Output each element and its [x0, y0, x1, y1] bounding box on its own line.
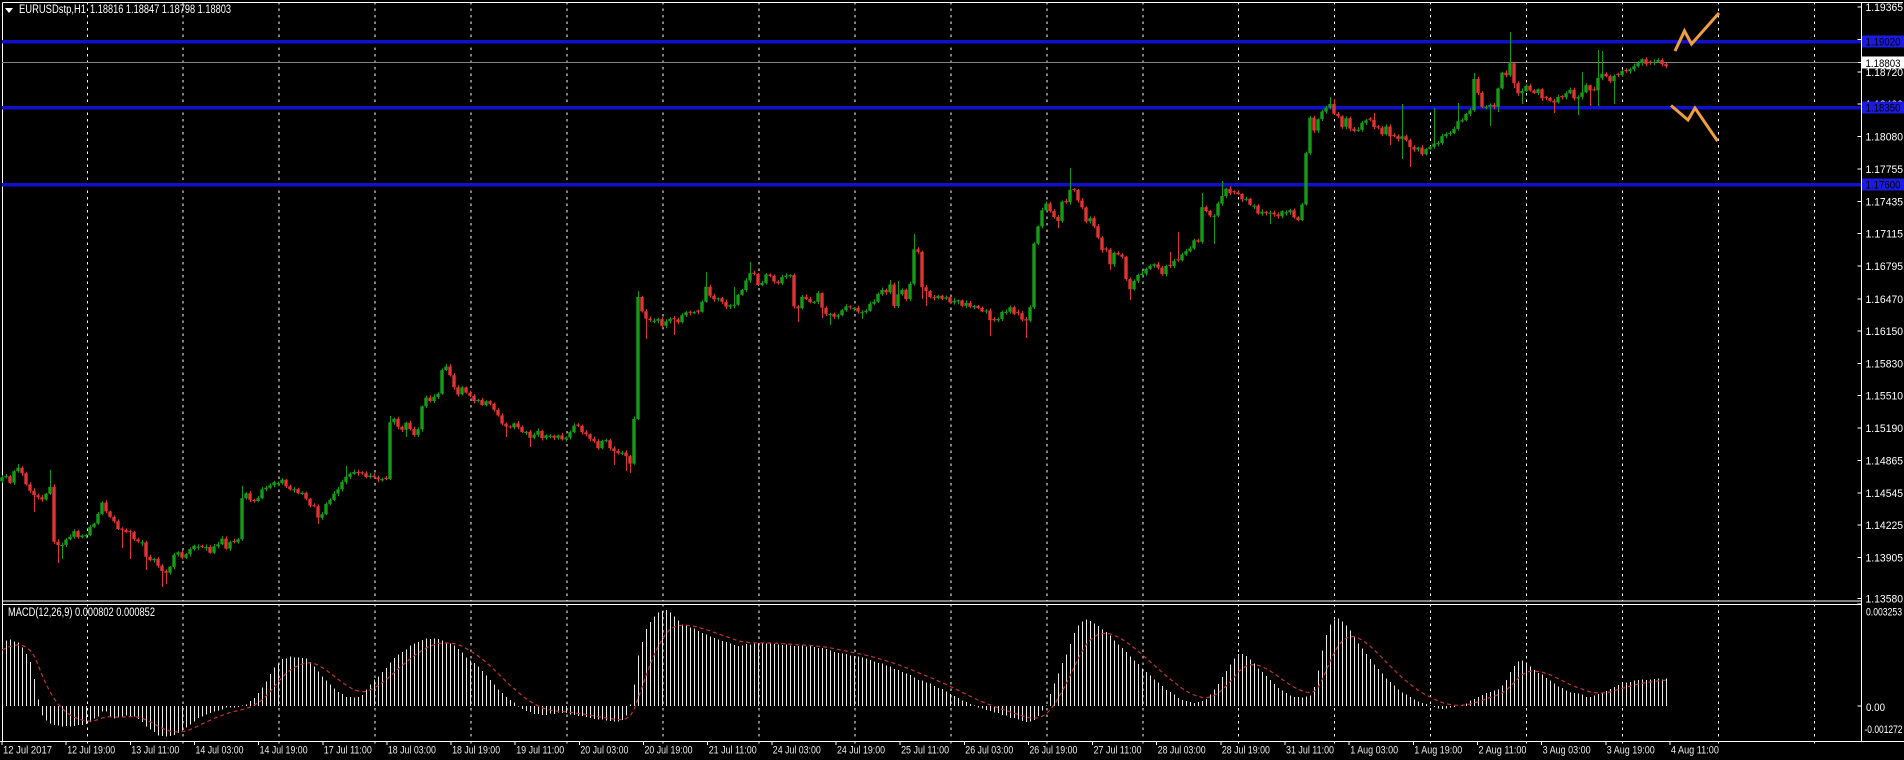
svg-text:14 Jul 03:00: 14 Jul 03:00 — [196, 745, 244, 757]
svg-text:28 Jul 19:00: 28 Jul 19:00 — [1222, 745, 1270, 757]
svg-text:1.14225: 1.14225 — [1866, 520, 1904, 532]
svg-text:1.18816 1.18847 1.18798 1.1880: 1.18816 1.18847 1.18798 1.18803 — [90, 4, 231, 16]
svg-text:13 Jul 11:00: 13 Jul 11:00 — [131, 745, 179, 757]
svg-text:1.15830: 1.15830 — [1866, 358, 1904, 370]
svg-text:1.13905: 1.13905 — [1866, 552, 1904, 564]
svg-text:2 Aug 11:00: 2 Aug 11:00 — [1479, 745, 1527, 757]
svg-text:MACD(12,26,9) 0.000802 0.00085: MACD(12,26,9) 0.000802 0.000852 — [8, 607, 155, 619]
svg-text:1.15510: 1.15510 — [1866, 391, 1904, 403]
svg-text:1.14865: 1.14865 — [1866, 456, 1904, 468]
svg-text:1.17600: 1.17600 — [1866, 180, 1901, 192]
svg-text:1.18803: 1.18803 — [1866, 58, 1901, 70]
svg-text:1.15190: 1.15190 — [1866, 423, 1904, 435]
svg-text:14 Jul 19:00: 14 Jul 19:00 — [260, 745, 308, 757]
svg-text:31 Jul 11:00: 31 Jul 11:00 — [1286, 745, 1334, 757]
svg-text:28 Jul 03:00: 28 Jul 03:00 — [1158, 745, 1206, 757]
svg-text:20 Jul 19:00: 20 Jul 19:00 — [645, 745, 693, 757]
svg-text:24 Jul 03:00: 24 Jul 03:00 — [773, 745, 821, 757]
svg-text:1.18350: 1.18350 — [1866, 103, 1901, 115]
svg-text:1.16795: 1.16795 — [1866, 261, 1904, 273]
svg-text:1.17115: 1.17115 — [1866, 229, 1904, 241]
svg-text:1.13580: 1.13580 — [1866, 594, 1904, 606]
svg-text:24 Jul 19:00: 24 Jul 19:00 — [837, 745, 885, 757]
svg-text:1.17435: 1.17435 — [1866, 197, 1904, 209]
svg-text:1.18080: 1.18080 — [1866, 131, 1904, 143]
svg-text:26 Jul 19:00: 26 Jul 19:00 — [1029, 745, 1077, 757]
svg-text:1.18720: 1.18720 — [1866, 67, 1904, 79]
svg-text:18 Jul 19:00: 18 Jul 19:00 — [452, 745, 500, 757]
svg-text:12 Jul 19:00: 12 Jul 19:00 — [67, 745, 115, 757]
svg-text:18 Jul 03:00: 18 Jul 03:00 — [388, 745, 436, 757]
svg-text:1.16150: 1.16150 — [1866, 326, 1904, 338]
svg-text:1.19020: 1.19020 — [1866, 37, 1901, 49]
svg-text:1.16470: 1.16470 — [1866, 294, 1904, 306]
svg-text:EURUSDstp,H1: EURUSDstp,H1 — [19, 4, 86, 16]
svg-text:1.17755: 1.17755 — [1866, 164, 1904, 176]
svg-text:0.003253: 0.003253 — [1866, 607, 1902, 619]
svg-text:-0.001272: -0.001272 — [1865, 724, 1903, 736]
svg-text:20 Jul 03:00: 20 Jul 03:00 — [580, 745, 628, 757]
svg-text:26 Jul 03:00: 26 Jul 03:00 — [965, 745, 1013, 757]
svg-text:3 Aug 03:00: 3 Aug 03:00 — [1543, 745, 1591, 757]
svg-text:19 Jul 11:00: 19 Jul 11:00 — [516, 745, 564, 757]
svg-text:1.19365: 1.19365 — [1866, 2, 1904, 14]
svg-text:25 Jul 11:00: 25 Jul 11:00 — [901, 745, 949, 757]
svg-text:1 Aug 03:00: 1 Aug 03:00 — [1350, 745, 1398, 757]
svg-text:27 Jul 11:00: 27 Jul 11:00 — [1094, 745, 1142, 757]
svg-text:21 Jul 11:00: 21 Jul 11:00 — [709, 745, 757, 757]
svg-text:1 Aug 19:00: 1 Aug 19:00 — [1414, 745, 1462, 757]
svg-text:3 Aug 19:00: 3 Aug 19:00 — [1607, 745, 1655, 757]
svg-text:4 Aug 11:00: 4 Aug 11:00 — [1671, 745, 1719, 757]
svg-text:1.14545: 1.14545 — [1866, 488, 1904, 500]
svg-text:12 Jul 2017: 12 Jul 2017 — [3, 745, 52, 757]
svg-text:17 Jul 11:00: 17 Jul 11:00 — [324, 745, 372, 757]
svg-text:0.00: 0.00 — [1866, 702, 1885, 714]
